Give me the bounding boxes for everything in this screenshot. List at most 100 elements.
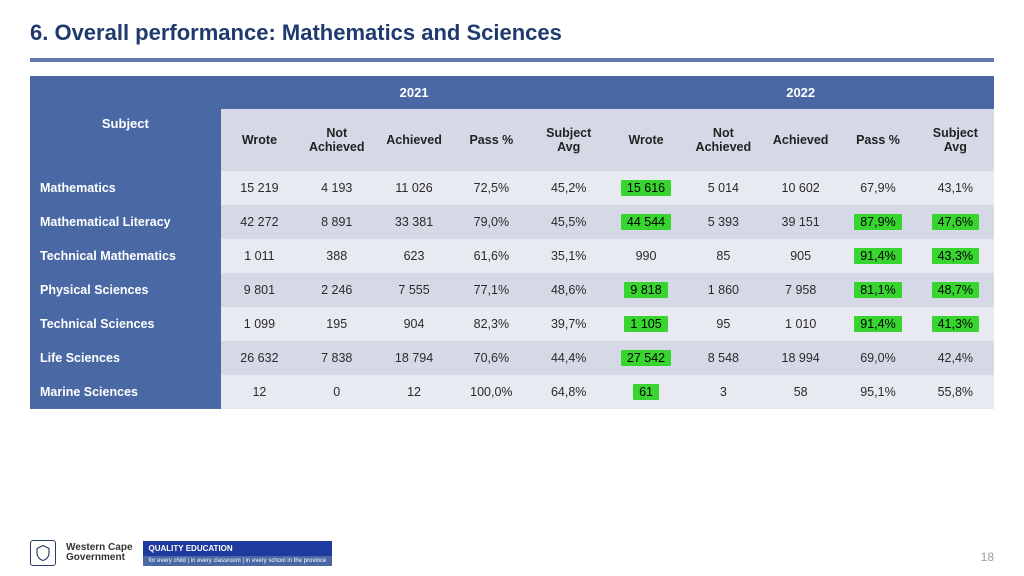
data-cell: 7 555 — [375, 273, 452, 307]
badge-tagline: for every child | in every classroom | i… — [143, 556, 333, 566]
data-cell: 26 632 — [221, 341, 298, 375]
data-cell: 0 — [298, 375, 375, 409]
data-cell: 43,3% — [917, 239, 994, 273]
data-cell: 9 801 — [221, 273, 298, 307]
data-cell: 43,1% — [917, 171, 994, 205]
row-label: Mathematical Literacy — [30, 205, 221, 239]
table-row: Physical Sciences9 8012 2467 55577,1%48,… — [30, 273, 994, 307]
data-cell: 9 818 — [607, 273, 684, 307]
page-number: 18 — [981, 550, 994, 564]
data-cell: 95,1% — [839, 375, 916, 409]
data-cell: 8 548 — [685, 341, 762, 375]
data-cell: 1 099 — [221, 307, 298, 341]
performance-table: Subject 2021 2022 WroteNot AchievedAchie… — [30, 76, 994, 409]
data-cell: 72,5% — [453, 171, 530, 205]
subheader-cell: Achieved — [762, 109, 839, 171]
data-cell: 904 — [375, 307, 452, 341]
crest-icon — [30, 540, 56, 566]
data-cell: 1 860 — [685, 273, 762, 307]
row-label: Mathematics — [30, 171, 221, 205]
row-label: Technical Mathematics — [30, 239, 221, 273]
highlighted-value: 43,3% — [932, 248, 979, 264]
data-cell: 18 994 — [762, 341, 839, 375]
header-subject: Subject — [30, 76, 221, 171]
data-cell: 47,6% — [917, 205, 994, 239]
data-cell: 388 — [298, 239, 375, 273]
data-cell: 7 838 — [298, 341, 375, 375]
subheader-cell: Wrote — [221, 109, 298, 171]
footer: Western Cape Government QUALITY EDUCATIO… — [30, 540, 332, 566]
data-cell: 61,6% — [453, 239, 530, 273]
highlighted-value: 48,7% — [932, 282, 979, 298]
data-cell: 58 — [762, 375, 839, 409]
data-cell: 87,9% — [839, 205, 916, 239]
data-cell: 64,8% — [530, 375, 607, 409]
highlighted-value: 47,6% — [932, 214, 979, 230]
table-row: Mathematics15 2194 19311 02672,5%45,2%15… — [30, 171, 994, 205]
data-cell: 82,3% — [453, 307, 530, 341]
highlighted-value: 91,4% — [854, 316, 901, 332]
subheader-cell: Not Achieved — [298, 109, 375, 171]
table-body: Mathematics15 2194 19311 02672,5%45,2%15… — [30, 171, 994, 409]
data-cell: 85 — [685, 239, 762, 273]
highlighted-value: 15 616 — [621, 180, 671, 196]
data-cell: 77,1% — [453, 273, 530, 307]
header-year-2021: 2021 — [221, 76, 608, 109]
data-cell: 1 010 — [762, 307, 839, 341]
data-cell: 1 011 — [221, 239, 298, 273]
slide-title: 6. Overall performance: Mathematics and … — [30, 20, 994, 46]
highlighted-value: 9 818 — [624, 282, 667, 298]
subheader-cell: Not Achieved — [685, 109, 762, 171]
data-cell: 81,1% — [839, 273, 916, 307]
title-rule — [30, 58, 994, 62]
org-line2: Government — [66, 553, 133, 564]
data-cell: 27 542 — [607, 341, 684, 375]
table-row: Technical Mathematics1 01138862361,6%35,… — [30, 239, 994, 273]
data-cell: 195 — [298, 307, 375, 341]
subheader-cell: Pass % — [453, 109, 530, 171]
data-cell: 41,3% — [917, 307, 994, 341]
data-cell: 990 — [607, 239, 684, 273]
data-cell: 12 — [375, 375, 452, 409]
data-cell: 39,7% — [530, 307, 607, 341]
highlighted-value: 91,4% — [854, 248, 901, 264]
highlighted-value: 81,1% — [854, 282, 901, 298]
data-cell: 623 — [375, 239, 452, 273]
data-cell: 100,0% — [453, 375, 530, 409]
data-cell: 42,4% — [917, 341, 994, 375]
data-cell: 48,6% — [530, 273, 607, 307]
table-row: Life Sciences26 6327 83818 79470,6%44,4%… — [30, 341, 994, 375]
data-cell: 45,5% — [530, 205, 607, 239]
data-cell: 5 393 — [685, 205, 762, 239]
data-cell: 15 219 — [221, 171, 298, 205]
header-year-2022: 2022 — [607, 76, 994, 109]
data-cell: 10 602 — [762, 171, 839, 205]
data-cell: 91,4% — [839, 239, 916, 273]
highlighted-value: 61 — [633, 384, 659, 400]
data-cell: 61 — [607, 375, 684, 409]
data-cell: 79,0% — [453, 205, 530, 239]
data-cell: 905 — [762, 239, 839, 273]
data-cell: 95 — [685, 307, 762, 341]
data-cell: 35,1% — [530, 239, 607, 273]
data-cell: 70,6% — [453, 341, 530, 375]
row-label: Technical Sciences — [30, 307, 221, 341]
data-cell: 2 246 — [298, 273, 375, 307]
data-cell: 11 026 — [375, 171, 452, 205]
subheader-cell: Subject Avg — [530, 109, 607, 171]
row-label: Life Sciences — [30, 341, 221, 375]
row-label: Physical Sciences — [30, 273, 221, 307]
data-cell: 4 193 — [298, 171, 375, 205]
data-cell: 3 — [685, 375, 762, 409]
data-cell: 55,8% — [917, 375, 994, 409]
data-cell: 39 151 — [762, 205, 839, 239]
data-cell: 15 616 — [607, 171, 684, 205]
data-cell: 8 891 — [298, 205, 375, 239]
data-cell: 5 014 — [685, 171, 762, 205]
badge-title: QUALITY EDUCATION — [143, 541, 333, 556]
data-cell: 91,4% — [839, 307, 916, 341]
data-cell: 67,9% — [839, 171, 916, 205]
subheader-cell: Wrote — [607, 109, 684, 171]
data-cell: 7 958 — [762, 273, 839, 307]
quality-badge: QUALITY EDUCATION for every child | in e… — [143, 541, 333, 566]
